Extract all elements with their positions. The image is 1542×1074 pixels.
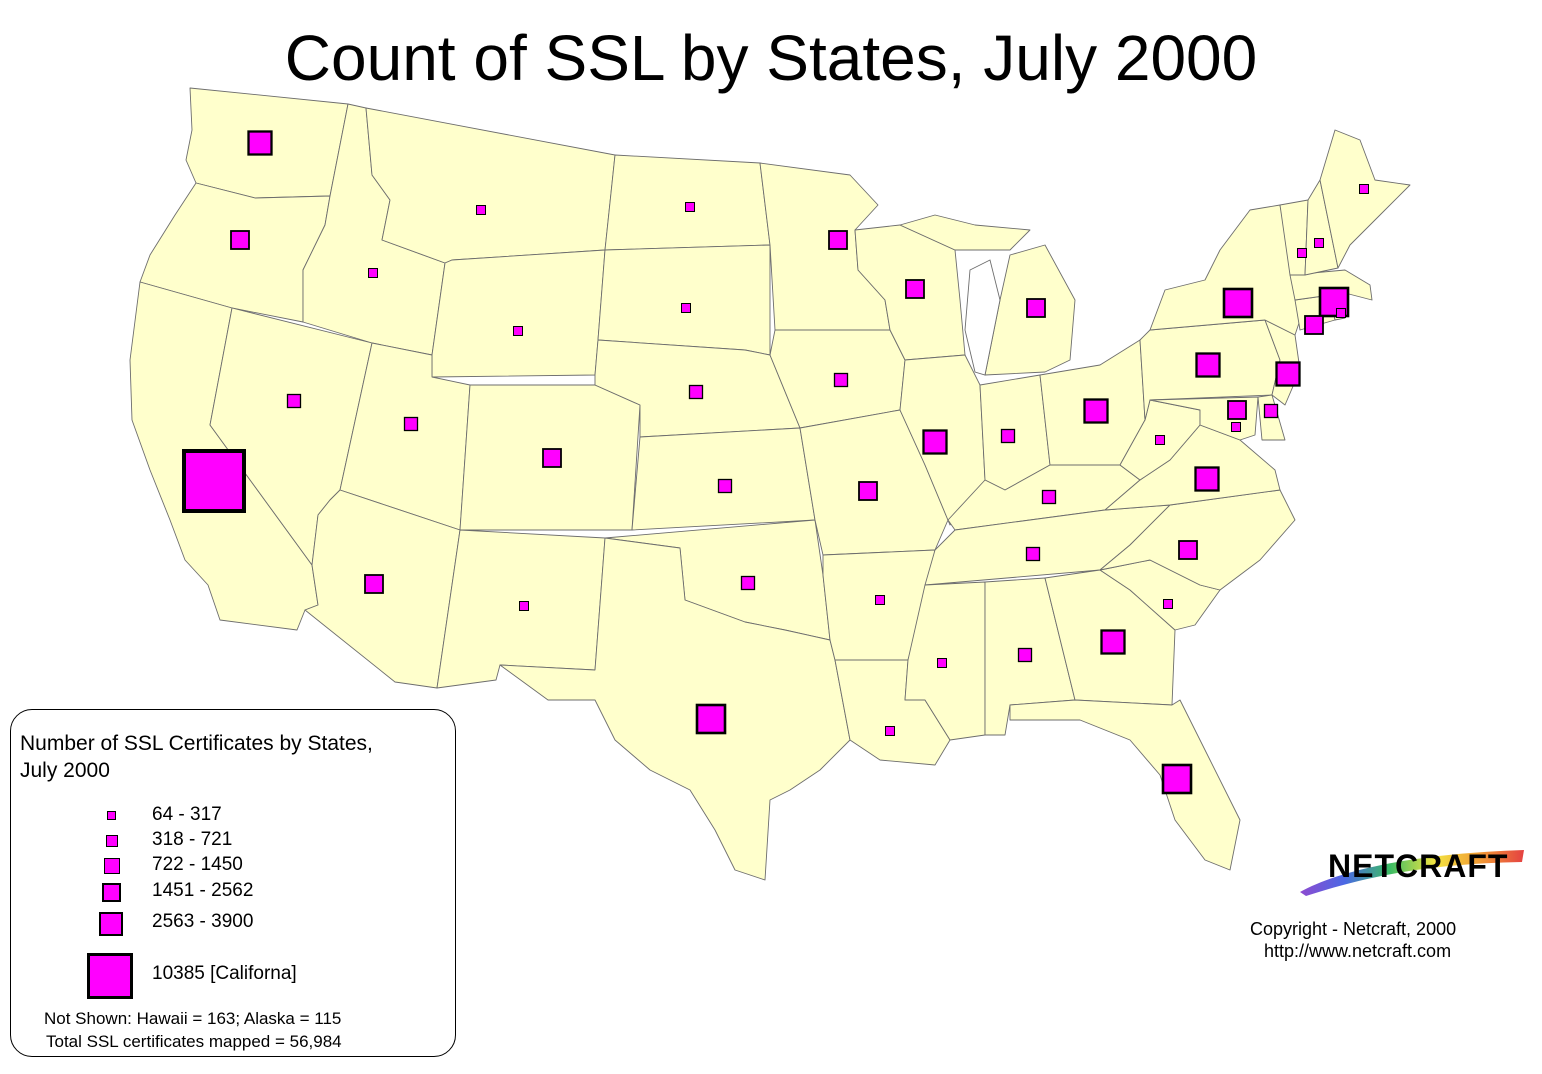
legend-symbol-4 xyxy=(102,883,121,902)
symbol-illinois xyxy=(922,429,948,455)
state-texas xyxy=(499,537,851,881)
symbol-kentucky xyxy=(1041,489,1057,505)
symbol-utah xyxy=(403,416,419,432)
symbol-pennsylvania xyxy=(1195,352,1221,378)
legend-symbol-3 xyxy=(104,858,120,874)
symbol-south-dakota xyxy=(681,303,691,313)
symbol-oregon xyxy=(230,230,250,250)
symbol-wyoming xyxy=(513,326,523,336)
symbol-california xyxy=(182,449,246,513)
legend-label-4: 1451 - 2562 xyxy=(152,880,254,901)
symbol-florida xyxy=(1161,763,1193,795)
legend-note-not-shown: Not Shown: Hawaii = 163; Alaska = 115 xyxy=(44,1009,342,1028)
symbol-delaware xyxy=(1263,403,1279,419)
legend-title-line2: July 2000 xyxy=(20,759,110,782)
symbol-north-carolina xyxy=(1178,540,1198,560)
symbol-nebraska xyxy=(688,384,704,400)
legend-symbol-5 xyxy=(99,912,123,936)
state-michigan-up xyxy=(899,214,1031,251)
netcraft-logo: NETCRAFT xyxy=(1296,846,1526,898)
symbol-connecticut xyxy=(1304,315,1324,335)
netcraft-url: http://www.netcraft.com xyxy=(1264,941,1452,961)
symbol-maryland xyxy=(1227,400,1247,420)
legend-symbol-2 xyxy=(106,835,118,847)
symbol-west-virginia xyxy=(1155,435,1165,445)
legend-symbol-6 xyxy=(87,953,133,999)
state-montana xyxy=(365,107,616,264)
symbol-new-hampshire xyxy=(1314,238,1324,248)
symbol-minnesota xyxy=(828,230,848,250)
symbol-georgia xyxy=(1100,629,1126,655)
map-title: Count of SSL by States, July 2000 xyxy=(284,22,1258,94)
symbol-new-mexico xyxy=(519,601,529,611)
symbol-tennessee xyxy=(1025,546,1041,562)
state-maine xyxy=(1319,129,1411,269)
symbol-oklahoma xyxy=(740,575,756,591)
symbol-iowa xyxy=(833,372,849,388)
symbol-idaho xyxy=(368,268,378,278)
legend-class-1: 64 - 317 xyxy=(11,804,451,834)
symbol-new-jersey xyxy=(1275,361,1301,387)
legend-class-6: 10385 [Californa] xyxy=(11,953,451,1001)
legend: Number of SSL Certificates by States, Ju… xyxy=(10,709,456,1057)
legend-class-4: 1451 - 2562 xyxy=(11,880,451,910)
legend-label-3: 722 - 1450 xyxy=(152,854,243,875)
symbol-colorado xyxy=(542,448,562,468)
symbol-south-carolina xyxy=(1163,599,1173,609)
symbol-louisiana xyxy=(885,726,895,736)
symbol-indiana xyxy=(1000,428,1016,444)
state-wyoming xyxy=(431,249,606,378)
symbol-michigan xyxy=(1026,298,1046,318)
copyright-text: Copyright - Netcraft, 2000 xyxy=(1250,919,1457,939)
symbol-alabama xyxy=(1017,647,1033,663)
legend-note-total: Total SSL certificates mapped = 56,984 xyxy=(46,1032,342,1051)
state-symbols xyxy=(182,130,1369,795)
symbol-rhode-island xyxy=(1336,308,1346,318)
symbol-texas xyxy=(695,703,727,735)
legend-label-1: 64 - 317 xyxy=(152,804,222,825)
symbol-nevada xyxy=(286,393,302,409)
symbol-montana xyxy=(476,205,486,215)
symbol-arizona xyxy=(364,574,384,594)
state-south-dakota xyxy=(597,244,771,356)
legend-label-2: 318 - 721 xyxy=(152,829,233,850)
symbol-district-of-columbia xyxy=(1231,422,1241,432)
legend-class-3: 722 - 1450 xyxy=(11,854,451,884)
symbol-vermont xyxy=(1297,248,1307,258)
symbol-ohio xyxy=(1083,398,1109,424)
legend-label-6: 10385 [Californa] xyxy=(152,963,297,984)
symbol-mississippi xyxy=(937,658,947,668)
netcraft-rainbow-swoosh-icon xyxy=(1300,850,1524,896)
symbol-north-dakota xyxy=(685,202,695,212)
symbol-missouri xyxy=(858,481,878,501)
symbol-new-york xyxy=(1222,287,1254,319)
legend-class-2: 318 - 721 xyxy=(11,829,451,859)
logo-text: NETCRAFT xyxy=(1328,848,1509,884)
legend-title: Number of SSL Certificates by States, Ju… xyxy=(20,730,373,784)
legend-title-line1: Number of SSL Certificates by States, xyxy=(20,732,373,755)
state-massachusetts xyxy=(1289,269,1373,301)
lake-michigan xyxy=(964,259,1001,376)
symbol-arkansas xyxy=(875,595,885,605)
state-florida xyxy=(1009,699,1241,871)
legend-class-5: 2563 - 3900 xyxy=(11,911,451,941)
symbol-maine xyxy=(1359,184,1369,194)
legend-label-5: 2563 - 3900 xyxy=(152,911,254,932)
symbol-kansas xyxy=(717,478,733,494)
symbol-virginia xyxy=(1194,466,1220,492)
symbol-washington xyxy=(247,130,273,156)
symbol-wisconsin xyxy=(905,279,925,299)
legend-symbol-1 xyxy=(107,811,116,820)
